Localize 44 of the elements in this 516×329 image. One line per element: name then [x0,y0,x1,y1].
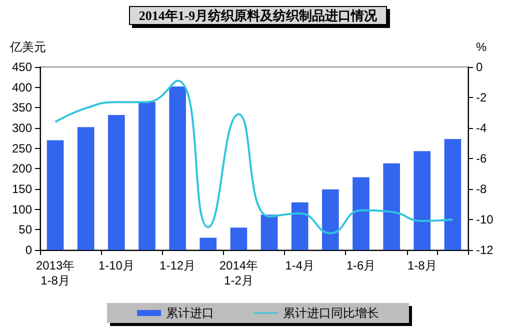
bar [200,238,217,250]
x-tick-label: 1-4月 [285,258,315,272]
legend-label: 累计进口 [166,306,214,320]
y2-tick-label: -8 [476,182,487,196]
y2-tick-label: -10 [476,212,494,226]
x-tick-label: 1-8月 [407,258,437,272]
y-tick-label: 100 [12,202,32,216]
bar [169,86,186,250]
bar [414,151,431,250]
y-tick-label: 300 [12,121,32,135]
bar [291,202,308,250]
bar [108,114,125,250]
y-tick-label: 400 [12,80,32,94]
x-tick-label: 1-10月 [98,258,134,272]
y-tick-label: 350 [12,100,32,115]
bar [352,177,370,250]
y2-tick-label: -4 [476,121,487,135]
bar [383,163,400,250]
bar [77,127,94,250]
bar [46,140,64,250]
y2-tick-label: -2 [476,90,487,104]
y2-tick-label: -12 [476,243,494,257]
bar [138,102,156,250]
y-tick-label: 250 [12,141,32,156]
bar [322,189,339,250]
bar [260,214,278,250]
x-tick-label: 2014年1-2月 [219,258,258,288]
y-tick-label: 150 [12,182,32,196]
y-tick-label: 50 [18,222,32,237]
y2-tick-label: -6 [476,152,487,166]
x-tick-label: 1-6月 [346,258,376,272]
y2-axis-title: % [476,40,487,54]
y-tick-label: 0 [25,243,32,257]
x-tick-label: 1-12月 [160,258,196,272]
y-tick-label: 200 [12,162,32,176]
x-tick-label: 2013年1-8月 [36,258,75,288]
y-tick-label: 450 [12,60,32,74]
legend-label: 累计进口同比增长 [283,306,379,320]
y-axis-title: 亿美元 [9,40,46,54]
bar [230,228,248,250]
bar [444,138,462,250]
y2-tick-label: 0 [476,60,483,74]
line-series [54,80,454,234]
chart-title: 2014年1-9月纺织原料及纺织制品进口情况 [138,8,378,23]
